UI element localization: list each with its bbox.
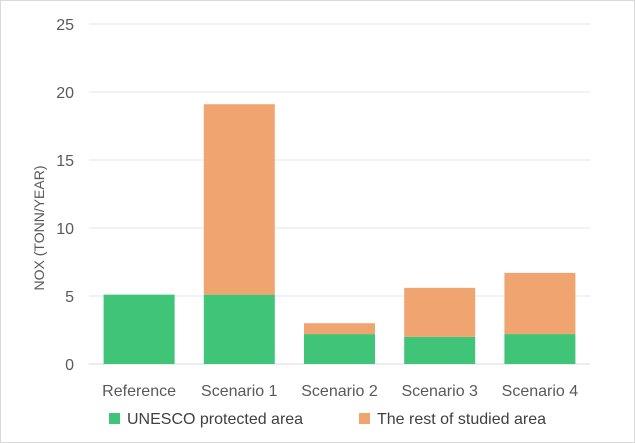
bar-segment-rest-2 xyxy=(304,323,375,335)
x-tick-label: Reference xyxy=(102,383,176,400)
legend-swatch-0 xyxy=(109,413,120,424)
bar-segment-rest-4 xyxy=(504,272,576,335)
y-tick-label: 10 xyxy=(56,221,74,238)
x-tick-label: Scenario 4 xyxy=(502,383,579,400)
bar-segment-unesco-3 xyxy=(404,336,476,364)
legend-swatch-1 xyxy=(359,413,370,424)
y-tick-label: 5 xyxy=(65,289,74,306)
bar-segment-unesco-1 xyxy=(203,294,275,364)
y-tick-label: 15 xyxy=(56,153,74,170)
y-axis-ticks: 0 5 10 15 20 25 xyxy=(56,17,74,374)
bar-segment-rest-3 xyxy=(404,287,476,337)
bar-segment-rest-1 xyxy=(203,104,275,295)
y-tick-label: 20 xyxy=(56,85,74,102)
y-tick-label: 25 xyxy=(56,17,74,34)
legend-label-0: UNESCO protected area xyxy=(127,411,303,428)
legend-label-1: The rest of studied area xyxy=(377,411,546,428)
y-tick-label: 0 xyxy=(65,357,74,374)
x-tick-label: Scenario 1 xyxy=(201,383,278,400)
legend: UNESCO protected area The rest of studied… xyxy=(109,411,546,428)
x-tick-label: Scenario 2 xyxy=(301,383,378,400)
x-tick-label: Scenario 3 xyxy=(401,383,478,400)
x-axis-ticks: Reference Scenario 1 Scenario 2 Scenario 3 S… xyxy=(102,383,578,400)
bar-segment-unesco-0 xyxy=(103,294,175,364)
bars xyxy=(103,104,576,364)
y-axis-label: NOX (TONN/YEAR) xyxy=(31,166,47,291)
bar-segment-unesco-2 xyxy=(304,334,375,364)
bar-segment-unesco-4 xyxy=(504,334,576,364)
